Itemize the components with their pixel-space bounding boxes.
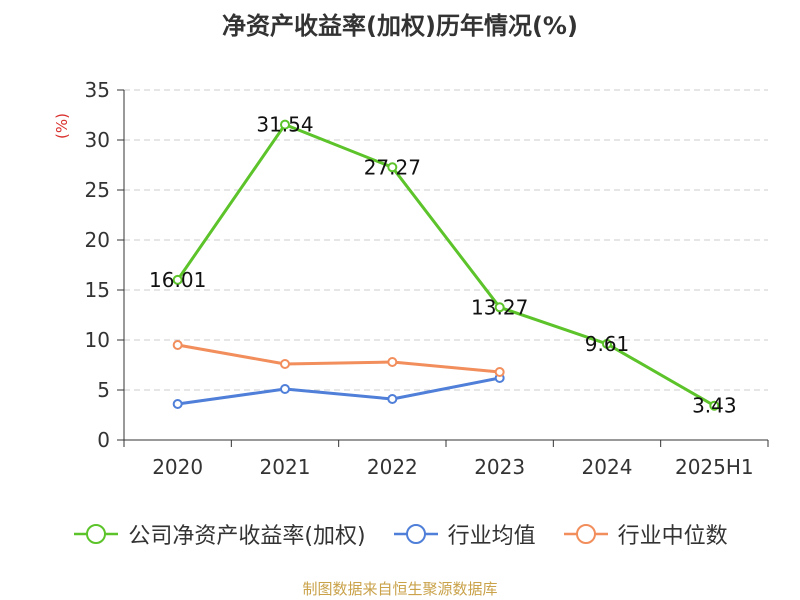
legend-item-company-roe[interactable]: 公司净资产收益率(加权) — [72, 518, 366, 550]
series-line-2 — [177, 343, 500, 374]
data-label: 16.01 — [149, 268, 206, 292]
legend-label: 行业中位数 — [617, 524, 728, 549]
data-point — [280, 119, 290, 130]
data-point — [172, 274, 183, 285]
legend-line-circle-icon — [74, 524, 119, 544]
data-label: 31.54 — [256, 113, 313, 137]
data-point — [494, 302, 505, 313]
legend-item-industry-median[interactable]: 行业中位数 — [562, 518, 728, 550]
chart-title: 净资产收益率(加权)历年情况(%) — [222, 12, 578, 40]
data-point — [387, 394, 398, 404]
data-point — [172, 399, 183, 409]
y-tick-label: 25 — [85, 178, 110, 202]
legend-line-circle-icon — [393, 524, 438, 544]
legend-label: 行业均值 — [447, 524, 536, 549]
x-tick-label: 2025H1 — [675, 455, 754, 479]
y-tick-label: 15 — [85, 278, 110, 302]
x-tick-label: 2024 — [582, 455, 633, 479]
legend-line-circle-icon — [563, 524, 608, 544]
y-tick-label: 0 — [97, 428, 110, 452]
data-label: 3.43 — [692, 394, 737, 418]
x-tick-label: 2023 — [474, 455, 525, 479]
data-point — [494, 367, 505, 377]
data-point — [602, 338, 612, 349]
data-point — [280, 384, 290, 394]
x-tick-label: 2020 — [152, 455, 203, 479]
data-point — [387, 162, 398, 173]
data-label: 27.27 — [364, 155, 421, 179]
x-tick-label: 2022 — [367, 455, 418, 479]
x-tick-label: 2021 — [260, 455, 311, 479]
data-point — [709, 400, 720, 411]
y-tick-label: 30 — [85, 128, 110, 152]
data-source-note: 制图数据来自恒生聚源数据库 — [302, 580, 498, 598]
data-point — [280, 359, 290, 369]
data-point — [172, 340, 183, 350]
data-label: 13.27 — [471, 295, 528, 319]
y-axis-label: (%) — [53, 113, 71, 139]
y-tick-label: 10 — [85, 328, 110, 352]
legend-item-industry-mean[interactable]: 行业均值 — [392, 518, 536, 550]
y-tick-label: 5 — [97, 378, 110, 402]
data-label: 9.61 — [585, 332, 630, 356]
legend: 公司净资产收益率(加权) 行业均值 行业中位数 — [0, 518, 800, 550]
series-line-1 — [177, 376, 500, 406]
data-point — [387, 357, 398, 367]
y-tick-label: 35 — [85, 78, 110, 102]
y-tick-label: 20 — [85, 228, 110, 252]
series-line-0 — [176, 123, 716, 407]
legend-label: 公司净资产收益率(加权) — [128, 524, 366, 549]
